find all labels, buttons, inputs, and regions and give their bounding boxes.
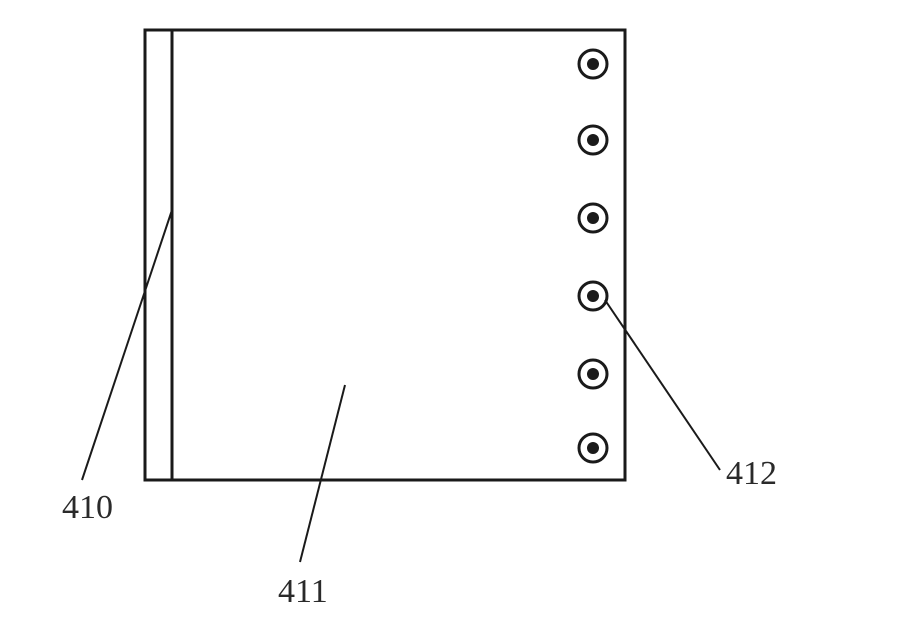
leader-410: [82, 210, 172, 480]
hole-marker: [579, 50, 607, 78]
hole-marker: [579, 126, 607, 154]
diagram-canvas: 410 411 412: [0, 0, 920, 641]
hole-marker: [579, 434, 607, 462]
label-411: 411: [278, 573, 328, 610]
hole-inner-dot: [587, 212, 599, 224]
label-410: 410: [62, 489, 113, 526]
hole-inner-dot: [587, 442, 599, 454]
hole-inner-dot: [587, 368, 599, 380]
hole-marker: [579, 204, 607, 232]
hole-inner-dot: [587, 58, 599, 70]
outer-box: [145, 30, 625, 480]
hole-marker: [579, 360, 607, 388]
leader-412: [605, 300, 720, 470]
hole-marker: [579, 282, 607, 310]
hole-inner-dot: [587, 134, 599, 146]
hole-inner-dot: [587, 290, 599, 302]
leader-411: [300, 385, 345, 562]
label-412: 412: [726, 455, 777, 492]
